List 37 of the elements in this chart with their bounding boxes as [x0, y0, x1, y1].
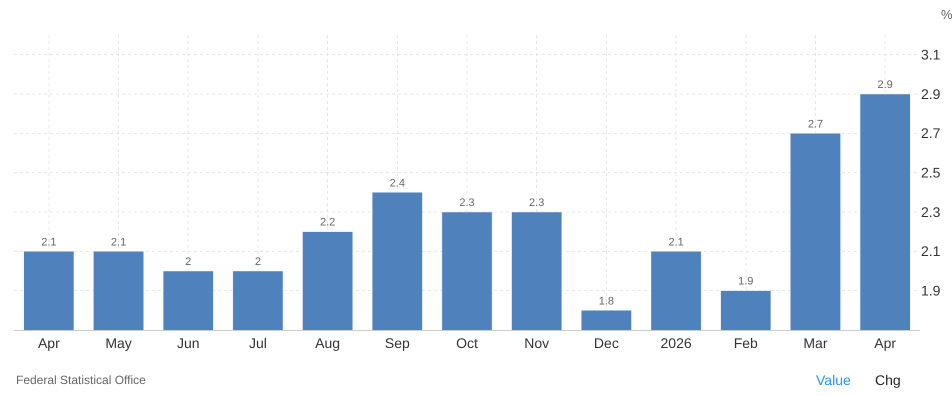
- data-label: 1.9: [738, 276, 754, 288]
- y-tick-label: 3.1: [921, 46, 941, 63]
- text: Federal Statistical Office: [16, 373, 146, 387]
- x-tick-label: Dec: [594, 334, 619, 351]
- data-label: 2.9: [878, 79, 893, 91]
- data-label: 2: [185, 256, 192, 268]
- x-tick-label: Nov: [524, 334, 550, 351]
- y-tick-label: 2.1: [921, 243, 941, 260]
- text: Value: [816, 372, 851, 388]
- y-tick-label: 2.7: [921, 125, 941, 142]
- x-tick-label: Aug: [315, 334, 340, 351]
- data-label: 1.8: [598, 295, 614, 308]
- x-tick-label: 2026: [660, 334, 692, 351]
- x-tick-label: Mar: [803, 334, 828, 351]
- data-label: 2.1: [668, 236, 684, 248]
- data-label: 2.2: [320, 216, 336, 229]
- y-tick-label: 2.3: [921, 204, 941, 220]
- data-label: 2.4: [390, 177, 405, 190]
- data-label: 2.7: [808, 118, 824, 130]
- x-tick-label: Oct: [456, 334, 478, 351]
- y-tick-label: 2.5: [921, 164, 941, 181]
- data-label: 2.3: [529, 197, 544, 209]
- text: Chg: [875, 372, 901, 388]
- data-label: 2.1: [110, 236, 126, 248]
- x-tick-label: Apr: [38, 334, 60, 351]
- x-tick-label: May: [105, 334, 132, 351]
- data-label: 2: [254, 256, 261, 268]
- x-tick-label: Sep: [384, 334, 410, 351]
- x-tick-label: Apr: [874, 334, 896, 351]
- y-tick-label: 1.9: [921, 282, 941, 299]
- x-tick-label: Jul: [248, 334, 267, 351]
- data-label: 2.3: [459, 197, 475, 209]
- y-axis-title: %: [941, 7, 952, 22]
- x-tick-label: Feb: [734, 334, 758, 351]
- data-label: 2.1: [41, 236, 56, 248]
- y-tick-label: 2.9: [921, 86, 941, 102]
- x-tick-label: Jun: [176, 334, 200, 351]
